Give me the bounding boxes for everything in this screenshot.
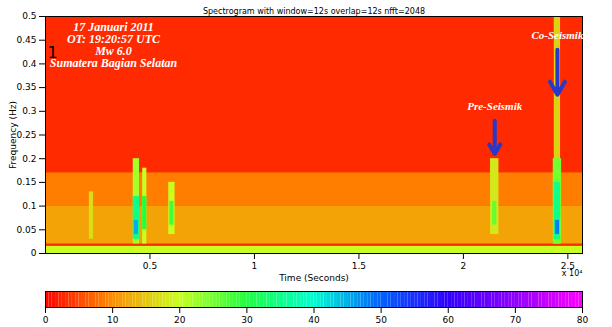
svg-text:30: 30 xyxy=(241,315,253,325)
svg-text:20: 20 xyxy=(174,315,186,325)
svg-text:1: 1 xyxy=(48,43,58,62)
svg-text:Time (Seconds): Time (Seconds) xyxy=(278,273,349,283)
svg-text:Co-Seismik: Co-Seismik xyxy=(531,29,583,41)
svg-text:0.5: 0.5 xyxy=(143,261,157,271)
svg-text:60: 60 xyxy=(443,315,455,325)
svg-text:40: 40 xyxy=(308,315,320,325)
svg-text:1: 1 xyxy=(252,261,258,271)
svg-text:1.5: 1.5 xyxy=(352,261,366,271)
svg-text:17 Januari 2011OT: 19:20:57 UT: 17 Januari 2011OT: 19:20:57 UTCMw 6.0Sum… xyxy=(50,20,178,70)
svg-text:0.4: 0.4 xyxy=(22,59,37,69)
svg-text:2: 2 xyxy=(461,261,467,271)
svg-text:Pre-Seismik: Pre-Seismik xyxy=(467,100,522,112)
svg-text:0.3: 0.3 xyxy=(22,106,36,116)
svg-text:80: 80 xyxy=(577,315,589,325)
svg-text:2.5: 2.5 xyxy=(560,260,575,271)
svg-text:Frequency (Hz): Frequency (Hz) xyxy=(8,101,18,169)
svg-text:0.15: 0.15 xyxy=(16,177,36,187)
svg-text:50: 50 xyxy=(375,315,387,325)
svg-text:0.25: 0.25 xyxy=(16,130,36,140)
svg-text:Spectrogram with window=12s ov: Spectrogram with window=12s overlap=12s … xyxy=(203,7,425,16)
svg-text:0.05: 0.05 xyxy=(16,225,36,235)
svg-text:0: 0 xyxy=(43,315,49,325)
svg-text:0: 0 xyxy=(31,248,37,258)
svg-text:x 10⁴: x 10⁴ xyxy=(562,269,583,278)
svg-text:0.1: 0.1 xyxy=(22,201,36,211)
svg-text:0.35: 0.35 xyxy=(16,82,36,92)
svg-text:0.45: 0.45 xyxy=(16,35,36,45)
svg-text:0.5: 0.5 xyxy=(22,11,36,21)
svg-text:10: 10 xyxy=(107,315,119,325)
svg-text:0.2: 0.2 xyxy=(22,154,36,164)
svg-text:70: 70 xyxy=(510,315,522,325)
